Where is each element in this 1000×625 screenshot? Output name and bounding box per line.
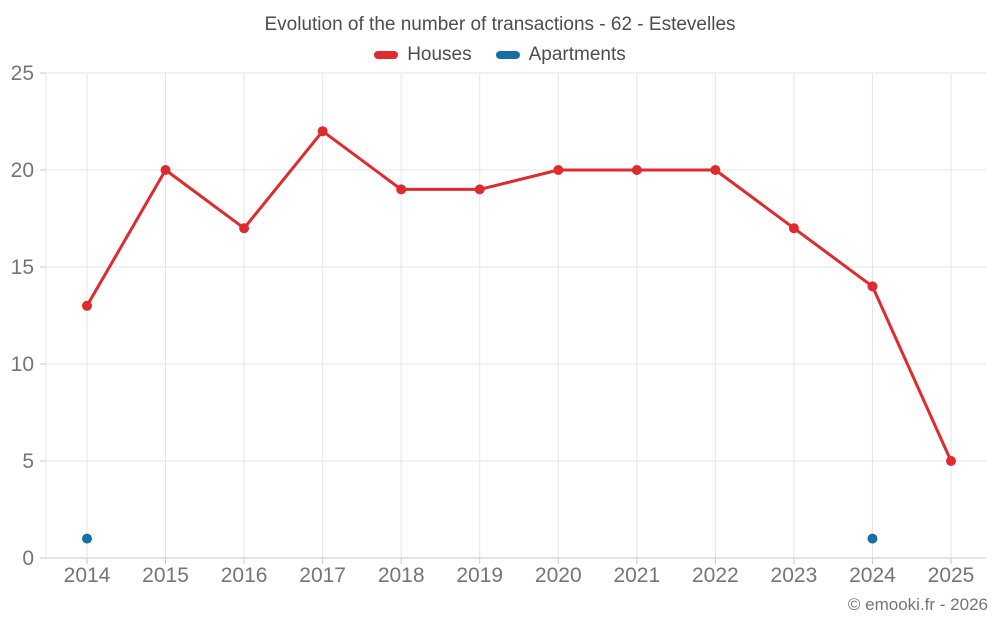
series-line-houses (85, 129, 953, 463)
data-point-apartments-2024[interactable] (867, 533, 878, 544)
y-axis-label: 5 (22, 450, 34, 473)
data-point-houses-2020[interactable] (553, 165, 564, 175)
y-axis-label: 15 (11, 256, 34, 279)
x-axis-label: 2019 (456, 564, 503, 587)
legend-item-houses[interactable]: Houses (374, 44, 472, 66)
data-point-houses-2023[interactable] (788, 223, 799, 234)
data-point-houses-2025[interactable] (946, 456, 956, 466)
legend-label-apartments: Apartments (528, 44, 626, 65)
x-axis-label: 2014 (64, 564, 111, 587)
x-axis-label: 2022 (692, 564, 739, 587)
chart-title: Evolution of the number of transactions … (264, 14, 736, 35)
x-axis-label: 2020 (535, 564, 582, 587)
x-axis-label: 2017 (299, 564, 346, 587)
x-axis-label: 2024 (849, 564, 896, 587)
x-axis-label: 2025 (928, 564, 975, 587)
data-point-houses-2021[interactable] (631, 165, 642, 175)
x-axis-label: 2016 (221, 564, 268, 587)
legend-label-houses: Houses (407, 44, 472, 65)
data-point-houses-2014[interactable] (82, 300, 92, 311)
copyright: © emooki.fr - 2026 (847, 595, 988, 614)
data-point-houses-2024[interactable] (867, 281, 878, 292)
data-point-apartments-2014[interactable] (82, 533, 92, 544)
x-axis-label: 2018 (378, 564, 425, 587)
data-point-houses-2022[interactable] (710, 165, 721, 175)
apartments-swatch-icon (495, 51, 520, 59)
x-axis-label: 2021 (613, 564, 660, 587)
y-axis-label: 0 (22, 547, 34, 570)
data-point-houses-2017[interactable] (317, 126, 328, 137)
data-point-houses-2019[interactable] (474, 184, 485, 195)
x-axis-label: 2023 (771, 564, 818, 587)
data-point-houses-2015[interactable] (160, 165, 171, 175)
houses-swatch-icon (374, 51, 399, 59)
y-axis-label: 10 (11, 353, 34, 376)
x-axis-label: 2015 (142, 564, 189, 587)
legend: Houses Apartments (0, 44, 1000, 66)
data-point-houses-2016[interactable] (239, 223, 250, 234)
data-point-houses-2018[interactable] (396, 184, 407, 195)
y-axis-label: 25 (11, 62, 34, 85)
y-axis-label: 20 (11, 159, 34, 182)
legend-item-apartments[interactable]: Apartments (495, 44, 626, 66)
